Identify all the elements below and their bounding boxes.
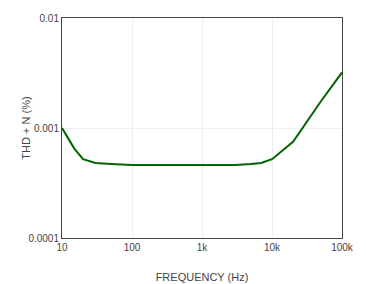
svg-text:FREQUENCY (Hz): FREQUENCY (Hz) [156,271,249,283]
svg-text:0.001: 0.001 [34,123,59,134]
svg-text:0.0001: 0.0001 [28,233,59,244]
svg-text:THD + N (%): THD + N (%) [20,96,32,159]
svg-text:1k: 1k [197,242,209,253]
svg-text:100k: 100k [331,242,354,253]
svg-text:10: 10 [56,242,68,253]
svg-text:100: 100 [124,242,141,253]
svg-text:0.01: 0.01 [40,13,60,24]
svg-text:10k: 10k [264,242,281,253]
